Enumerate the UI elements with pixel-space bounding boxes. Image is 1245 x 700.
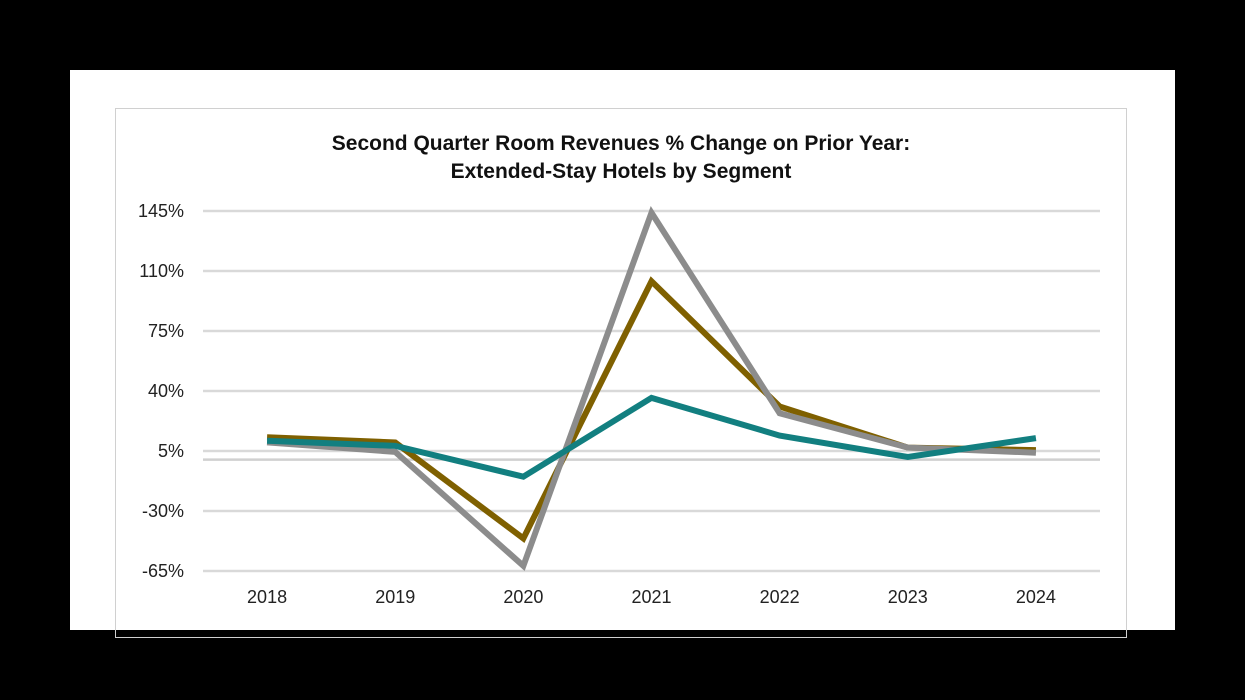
y-tick-label: 40% xyxy=(148,381,184,401)
x-tick-label: 2022 xyxy=(760,587,800,607)
y-tick-label: 110% xyxy=(139,261,184,281)
series-line-0 xyxy=(266,276,1036,543)
x-tick-label: 2024 xyxy=(1016,587,1056,607)
x-tick-label: 2020 xyxy=(503,587,543,607)
x-tick-label: 2021 xyxy=(631,587,671,607)
x-tick-label: 2019 xyxy=(375,587,415,607)
chart-title: Second Quarter Room Revenues % Change on… xyxy=(331,132,911,155)
y-tick-label: -65% xyxy=(142,561,184,581)
chart-title-block: Second Quarter Room Revenues % Change on… xyxy=(115,130,1127,186)
series-line-2 xyxy=(266,394,1037,480)
chart-subtitle: Extended-Stay Hotels by Segment xyxy=(450,160,792,183)
y-tick-label: 145% xyxy=(138,201,184,221)
x-tick-label: 2018 xyxy=(247,587,287,607)
series-line-1 xyxy=(266,205,1037,572)
chart-panel xyxy=(70,70,1175,630)
y-tick-label: 75% xyxy=(148,321,184,341)
y-tick-label: -30% xyxy=(142,501,184,521)
x-tick-label: 2023 xyxy=(888,587,928,607)
chart-frame xyxy=(115,108,1127,638)
y-tick-label: 5% xyxy=(158,441,184,461)
